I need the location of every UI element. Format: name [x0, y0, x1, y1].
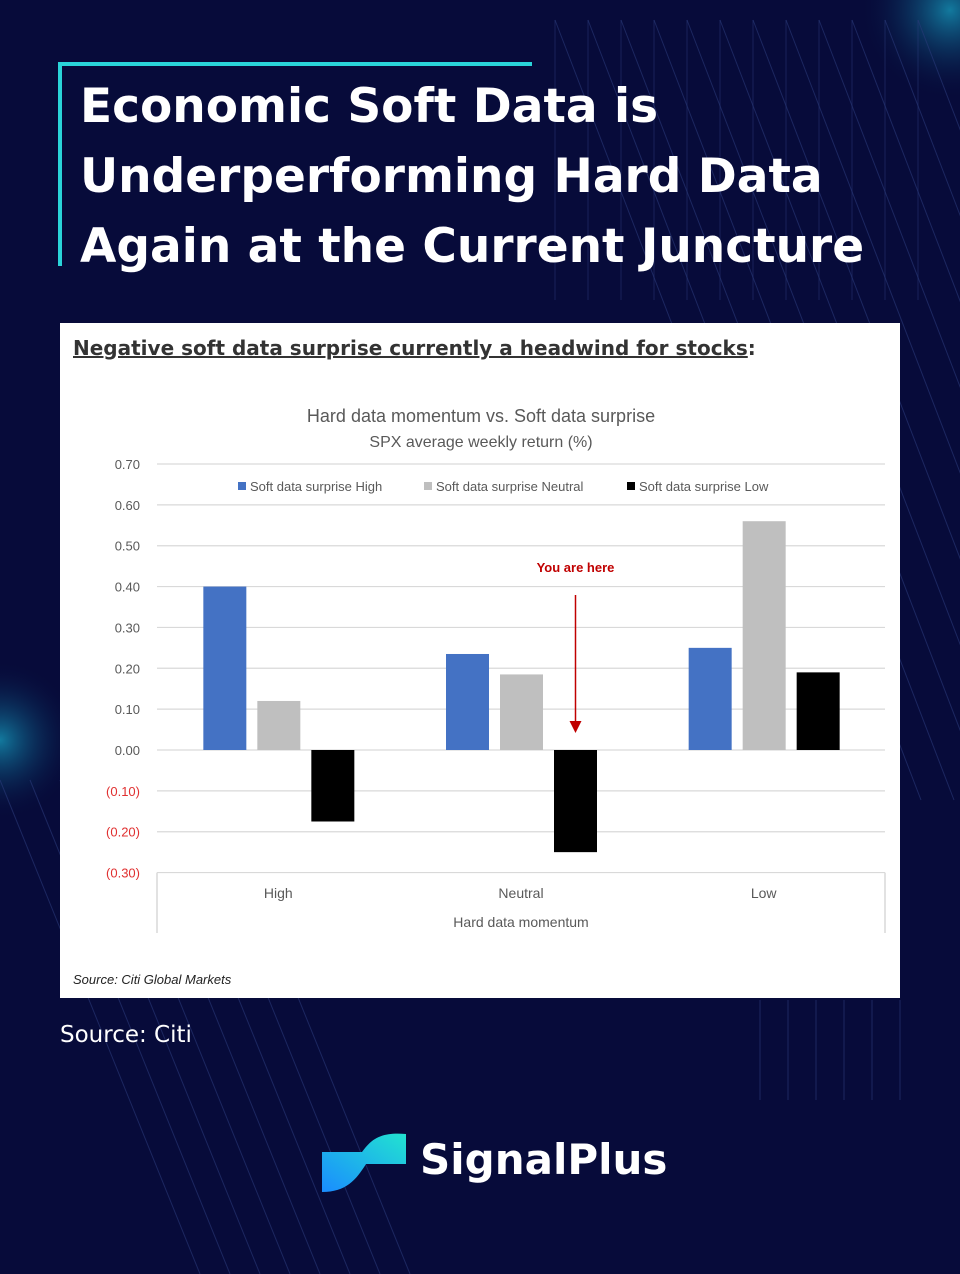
y-tick-label: 0.60	[115, 498, 140, 513]
bar-low-1	[742, 521, 786, 750]
category-axis-frame	[156, 872, 886, 933]
brand-name: SignalPlus	[420, 1135, 668, 1184]
bar-neutral-2	[554, 750, 597, 853]
bar-high-1	[257, 700, 301, 750]
page-title: Economic Soft Data is Underperforming Ha…	[80, 79, 865, 274]
chart-subtitle: SPX average weekly return (%)	[369, 434, 592, 451]
bar-chart: Hard data momentum vs. Soft data surpris…	[106, 406, 886, 933]
y-tick-label: 0.50	[115, 539, 140, 554]
legend-label: Soft data surprise High	[250, 479, 382, 494]
chart-title: Hard data momentum vs. Soft data surpris…	[307, 406, 655, 426]
diagonal-line	[884, 19, 960, 217]
x-axis-label: Hard data momentum	[453, 914, 588, 930]
bar-neutral-0	[446, 653, 489, 750]
bar-neutral-1	[500, 674, 543, 750]
chart-card: Hard data momentum vs. Soft data surpris…	[60, 323, 900, 998]
legend-swatch	[424, 482, 432, 490]
legend-swatch	[627, 482, 635, 490]
bar-low-2	[796, 672, 840, 750]
signalplus-logo-icon	[322, 1133, 406, 1192]
diagonal-line	[752, 19, 960, 560]
y-tick-label: 0.40	[115, 580, 140, 595]
legend-label: Soft data surprise Neutral	[436, 479, 584, 494]
y-tick-label: (0.20)	[106, 825, 140, 840]
y-tick-label: (0.30)	[106, 866, 140, 881]
legend-label: Soft data surprise Low	[639, 479, 769, 494]
y-tick-label: (0.10)	[106, 784, 140, 799]
annotation-label: You are here	[537, 560, 615, 575]
bar-high-0	[203, 586, 247, 750]
legend-swatch	[238, 482, 246, 490]
y-tick-label: 0.30	[115, 620, 140, 635]
diagonal-line	[0, 779, 201, 1274]
y-tick-label: 0.70	[115, 457, 140, 472]
subheading-colon: :	[747, 336, 756, 360]
chart-subheading: Negative soft data surprise currently a …	[73, 336, 756, 360]
chart-source: Source: Citi Global Markets	[73, 972, 232, 987]
diagonal-line	[785, 19, 960, 474]
diagonal-line	[851, 19, 960, 303]
bar-high-2	[311, 750, 355, 822]
x-tick-label: Low	[751, 885, 778, 901]
title-accent-frame	[58, 62, 532, 266]
x-tick-label: High	[264, 885, 293, 901]
x-tick-label: Neutral	[498, 885, 543, 901]
y-tick-label: 0.00	[115, 743, 140, 758]
annotation-arrowhead	[569, 721, 582, 733]
bar-low-0	[688, 647, 732, 750]
y-tick-label: 0.20	[115, 661, 140, 676]
source-note: Source: Citi	[60, 1022, 192, 1048]
side-glow	[0, 660, 80, 820]
subheading-text: Negative soft data surprise currently a …	[73, 336, 748, 360]
diagonal-line	[818, 19, 960, 388]
y-tick-label: 0.10	[115, 702, 140, 717]
